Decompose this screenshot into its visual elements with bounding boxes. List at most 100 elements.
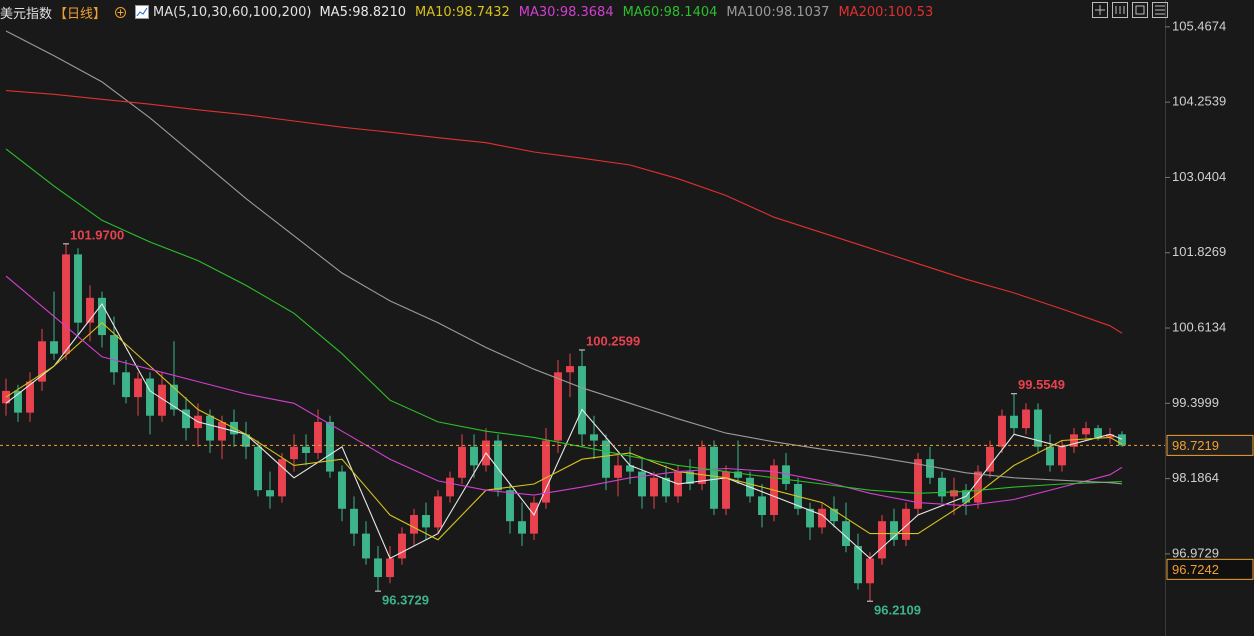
candle-body <box>602 440 610 478</box>
candle-body <box>170 384 178 410</box>
candle-body <box>1058 446 1066 466</box>
candle-body <box>206 415 214 441</box>
candle-body <box>542 440 550 503</box>
legend-entry: MA100:98.1037 <box>726 4 830 20</box>
candle-body <box>410 515 418 534</box>
y-tick-label: 99.3999 <box>1172 395 1219 410</box>
candle-body <box>686 471 694 484</box>
candle-body <box>530 502 538 534</box>
price-marker: 96.7242 <box>1166 558 1254 580</box>
tool-button[interactable] <box>1112 2 1128 18</box>
candle-body <box>1070 434 1078 447</box>
candle-body <box>422 515 430 528</box>
price-box <box>1166 434 1254 456</box>
candle-body <box>1082 428 1090 435</box>
candle-body <box>290 446 298 460</box>
candle-body <box>374 558 382 578</box>
candle-body <box>158 384 166 416</box>
candle-body <box>134 378 142 398</box>
candle-body <box>302 446 310 453</box>
candle-body <box>758 496 766 516</box>
annotation-label: 99.5549 <box>1018 377 1065 392</box>
candle-body <box>386 558 394 578</box>
annotation-label: 96.3729 <box>382 593 429 608</box>
toolbar <box>1092 2 1168 18</box>
candle-body <box>1010 415 1018 429</box>
candle-body <box>890 521 898 540</box>
ma-header: MA(5,10,30,60,100,200) <box>153 4 312 20</box>
y-tick-label: 101.8269 <box>1172 244 1226 259</box>
candle-body <box>950 490 958 497</box>
candle-body <box>518 521 526 534</box>
tool-button[interactable] <box>1132 2 1148 18</box>
ma-line <box>5 148 1123 494</box>
tool-button[interactable] <box>1152 2 1168 18</box>
ma-line <box>5 90 1123 334</box>
candle-body <box>698 446 706 484</box>
candle-body <box>734 471 742 478</box>
candle-body <box>86 297 94 323</box>
legend-entry: MA5:98.8210 <box>319 4 406 20</box>
candle-body <box>614 465 622 478</box>
period: 【日线】 <box>54 6 107 22</box>
ma-line <box>5 303 1123 560</box>
candle-body <box>1046 446 1054 466</box>
candle-body <box>566 366 574 373</box>
candle-body <box>38 341 46 382</box>
annotation-label: 101.9700 <box>70 227 124 242</box>
candle-body <box>938 477 946 497</box>
title: 美元指数 <box>0 6 53 22</box>
candle-body <box>722 471 730 509</box>
candle-body <box>218 421 226 441</box>
tool-button[interactable] <box>1092 2 1108 18</box>
candle-body <box>1094 428 1102 438</box>
candle-body <box>866 558 874 584</box>
y-tick-label: 96.9729 <box>1172 545 1219 560</box>
candle-body <box>998 415 1006 447</box>
candle-body <box>266 490 274 497</box>
legend-entry: MA200:100.53 <box>838 4 934 20</box>
ma-line <box>5 275 1123 507</box>
candle-body <box>470 446 478 466</box>
candle-body <box>590 434 598 441</box>
candle-body <box>662 477 670 497</box>
candle-body <box>62 254 70 354</box>
candle-body <box>626 465 634 472</box>
candle-body <box>1034 409 1042 447</box>
price-label: 98.7219 <box>1172 438 1219 453</box>
candle-body <box>110 335 118 373</box>
candle-body <box>278 459 286 497</box>
candle-body <box>434 496 442 528</box>
header: 美元指数 【日线】 MA(5,10,30,60,100,200) MA5:98.… <box>0 2 933 22</box>
candle-body <box>254 446 262 491</box>
candle-body <box>914 459 922 509</box>
add-icon[interactable] <box>114 6 127 19</box>
candle-body <box>1022 409 1030 429</box>
candle-body <box>458 446 466 478</box>
candle-body <box>398 533 406 559</box>
chart-icon[interactable] <box>135 5 150 19</box>
candle-body <box>326 421 334 472</box>
candle-body <box>122 372 130 398</box>
price-box <box>1166 558 1254 580</box>
candle-body <box>974 471 982 503</box>
candle-body <box>926 459 934 478</box>
candle-body <box>842 521 850 547</box>
y-tick-label: 100.6134 <box>1172 319 1226 334</box>
candle-body <box>338 471 346 509</box>
candle-body <box>314 421 322 453</box>
candle-body <box>74 254 82 323</box>
candle-body <box>146 378 154 416</box>
candle-body <box>1118 434 1126 446</box>
candle-body <box>986 446 994 472</box>
legend-entry: MA30:98.3684 <box>518 4 614 20</box>
candle-body <box>554 372 562 441</box>
candle-body <box>506 490 514 522</box>
ma-line <box>5 30 1123 485</box>
candle-body <box>638 471 646 497</box>
candle-body <box>182 409 190 429</box>
candle-body <box>362 533 370 559</box>
candle-body <box>818 508 826 528</box>
